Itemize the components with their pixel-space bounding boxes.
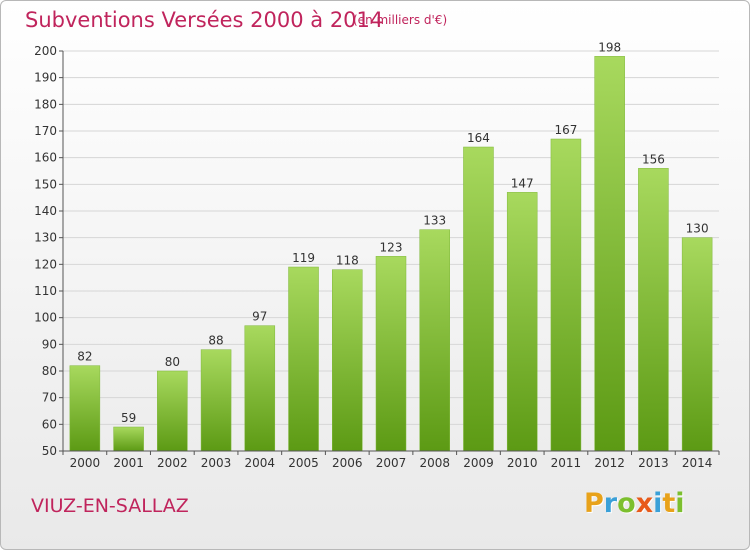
data-label: 123 [380, 240, 403, 254]
bar-2001 [113, 426, 144, 452]
y-tick-label: 100 [34, 311, 57, 325]
y-tick-label: 130 [34, 231, 57, 245]
y-tick-label: 50 [42, 444, 57, 458]
bar-2009 [463, 146, 494, 452]
data-label: 119 [292, 251, 315, 265]
data-label: 167 [554, 123, 577, 137]
data-label: 156 [642, 152, 665, 166]
logo-letter: P [584, 488, 604, 519]
x-tick-label: 2009 [463, 456, 494, 470]
bar-2011 [550, 138, 582, 452]
x-tick-label: 2014 [682, 456, 713, 470]
bar-2013 [638, 168, 669, 452]
x-tick-label: 2012 [594, 456, 625, 470]
data-label: 164 [467, 131, 490, 145]
logo-letter: i [653, 488, 663, 519]
proxiti-logo: Proxiti [584, 488, 685, 519]
x-tick-label: 2013 [638, 456, 669, 470]
x-tick-label: 2002 [157, 456, 188, 470]
y-tick-label: 110 [34, 284, 57, 298]
bar-2010 [506, 192, 538, 452]
chart-title: Subventions Versées 2000 à 2014 [25, 8, 384, 32]
x-tick-label: 2007 [376, 456, 407, 470]
x-tick-label: 2008 [419, 456, 450, 470]
y-tick-label: 180 [34, 97, 57, 111]
y-tick-label: 70 [42, 391, 57, 405]
bar-2000 [69, 365, 101, 452]
y-tick-label: 150 [34, 177, 57, 191]
x-tick-label: 2004 [245, 456, 276, 470]
x-tick-label: 2010 [507, 456, 538, 470]
y-tick-label: 60 [42, 417, 57, 431]
data-label: 130 [686, 222, 709, 236]
data-label: 97 [252, 310, 267, 324]
x-tick-label: 2000 [70, 456, 101, 470]
chart-subtitle: (en milliers d'€) [353, 13, 448, 27]
bar-2004 [244, 325, 276, 452]
logo-letter: r [603, 488, 618, 519]
data-label: 198 [598, 40, 621, 54]
y-tick-label: 80 [42, 364, 57, 378]
bar-2006 [332, 269, 363, 452]
data-label: 147 [511, 176, 534, 190]
x-tick-label: 2001 [113, 456, 144, 470]
data-label: 82 [77, 350, 92, 364]
data-label: 133 [423, 214, 446, 228]
x-tick-label: 2006 [332, 456, 363, 470]
x-tick-label: 2005 [288, 456, 319, 470]
x-tick-label: 2011 [551, 456, 582, 470]
y-tick-label: 200 [34, 44, 57, 58]
data-label: 80 [165, 355, 180, 369]
bar-2002 [157, 370, 188, 452]
data-label: 118 [336, 254, 359, 268]
data-label: 59 [121, 411, 136, 425]
logo-letter: t [662, 488, 676, 519]
bars: 82 59 80 88 97 119 118 123 133 164 147 167 198 156 130 [69, 40, 713, 452]
y-tick-label: 140 [34, 204, 57, 218]
bar-2005 [288, 266, 319, 452]
bar-2003 [200, 349, 232, 452]
bar-2012 [594, 56, 625, 452]
logo-letter: o [617, 488, 636, 519]
y-tick-label: 160 [34, 151, 57, 165]
logo-letter: i [675, 488, 685, 519]
bar-2008 [419, 229, 450, 452]
y-tick-label: 190 [34, 71, 57, 85]
bar-2014 [681, 237, 713, 452]
logo-letter: x [635, 488, 654, 519]
y-tick-label: 90 [42, 337, 57, 351]
x-tick-label: 2003 [201, 456, 232, 470]
data-label: 88 [208, 334, 223, 348]
bar-2007 [375, 256, 407, 452]
commune-name: VIUZ-EN-SALLAZ [31, 495, 189, 517]
y-tick-label: 120 [34, 257, 57, 271]
y-tick-label: 170 [34, 124, 57, 138]
axes: 50 60 70 80 90 100 110 120 130 140 150 160 170 180 190… [34, 44, 720, 470]
